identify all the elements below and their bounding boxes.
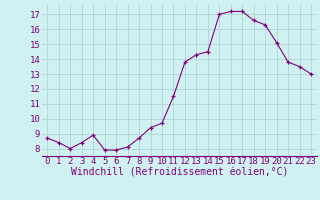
X-axis label: Windchill (Refroidissement éolien,°C): Windchill (Refroidissement éolien,°C) [70, 168, 288, 178]
